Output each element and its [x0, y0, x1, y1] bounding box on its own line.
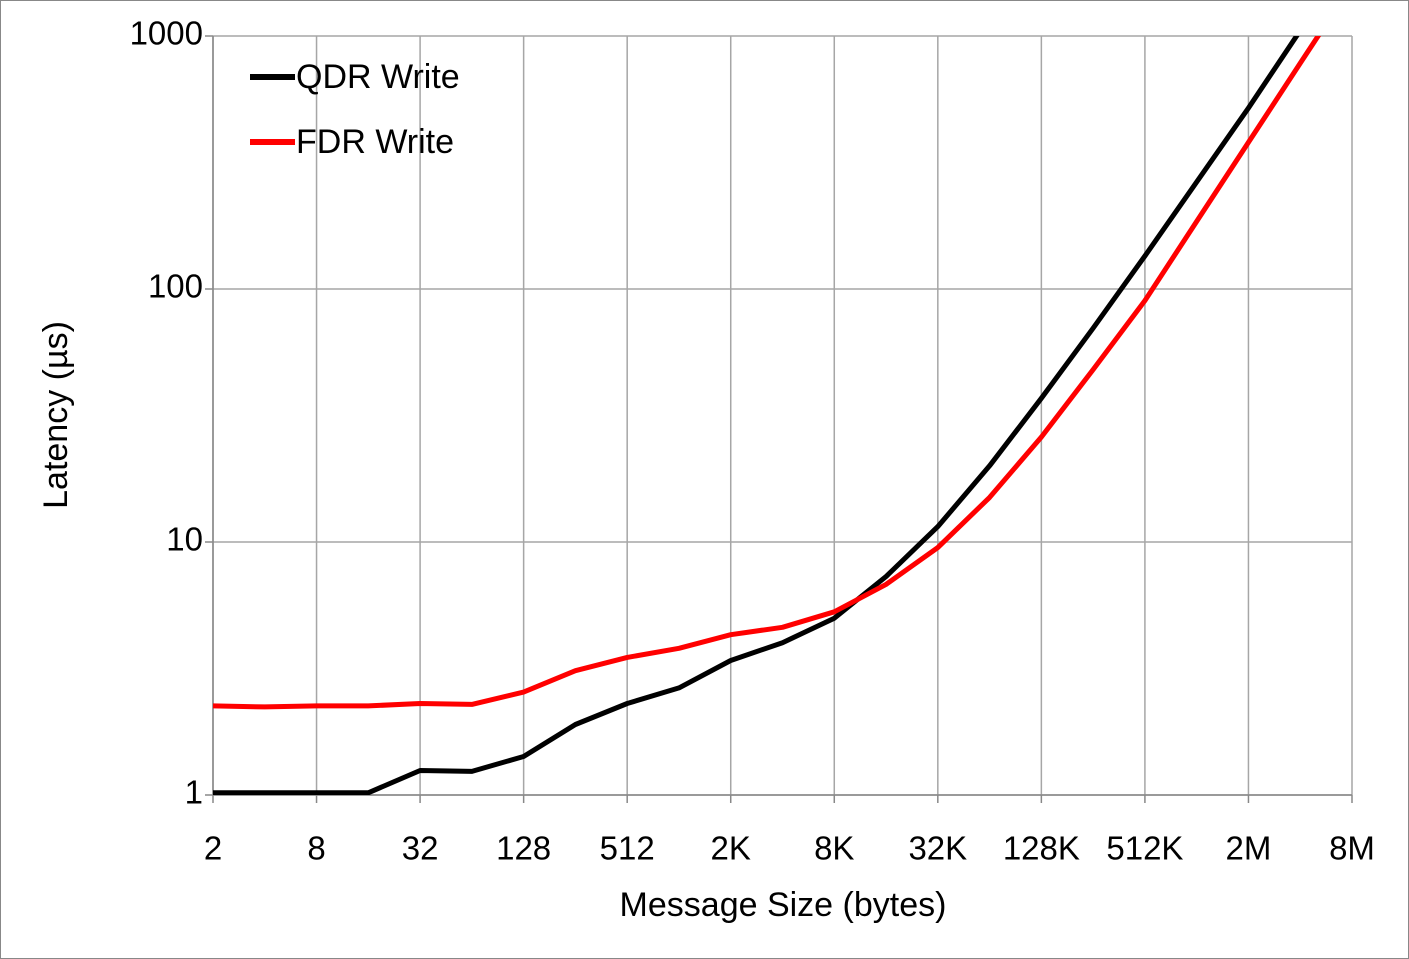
x-tick-label: 32K	[908, 830, 967, 867]
plot-area	[213, 36, 1322, 795]
legend-label: QDR Write	[296, 58, 460, 96]
x-tick-label: 2M	[1226, 830, 1272, 867]
y-tick-label: 1	[185, 774, 203, 811]
y-tick-label: 10	[166, 521, 203, 558]
series-line	[213, 36, 1322, 710]
x-tick-label: 8	[307, 830, 325, 867]
x-tick-label: 8K	[814, 830, 854, 867]
x-tick-label: 2K	[711, 830, 751, 867]
x-tick-label: 2	[204, 830, 222, 867]
x-tick-label: 512	[600, 830, 655, 867]
x-tick-label: 512K	[1106, 830, 1183, 867]
x-tick-label: 8M	[1329, 830, 1375, 867]
series-line	[213, 36, 1300, 795]
y-tick-label: 100	[148, 268, 203, 305]
x-tick-label: 128K	[1003, 830, 1080, 867]
legend-label: FDR Write	[296, 123, 454, 161]
x-axis-title: Message Size (bytes)	[620, 886, 947, 924]
x-tick-label: 32	[402, 830, 439, 867]
y-tick-label: 1000	[130, 15, 203, 52]
x-tick-label: 128	[496, 830, 551, 867]
y-axis-title: Latency (µs)	[37, 321, 75, 509]
